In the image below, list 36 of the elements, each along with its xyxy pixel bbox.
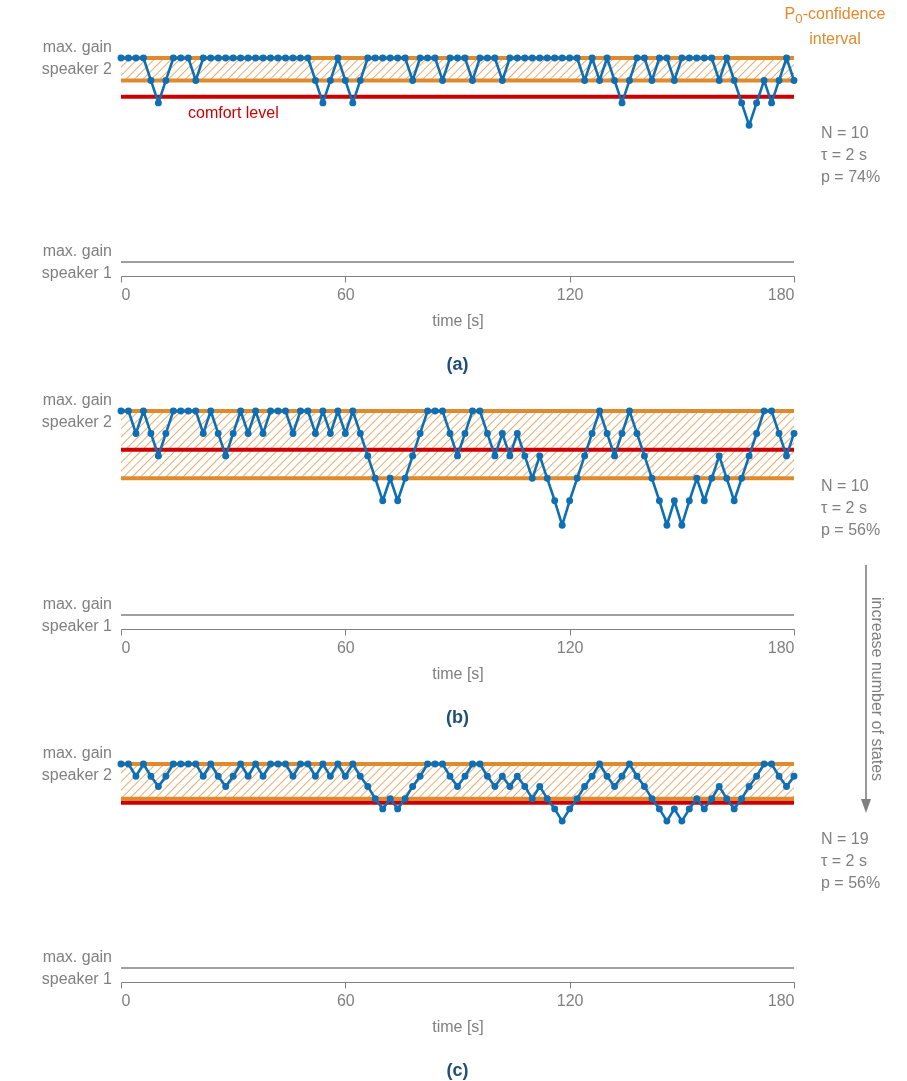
text: p = 74% bbox=[821, 168, 881, 185]
ref-line-label: comfort level bbox=[188, 103, 279, 121]
band-label: P$_{0}$-confidence interval bbox=[783, 4, 887, 50]
text: p = 56% bbox=[821, 874, 881, 891]
text: max. gain speaker 1 bbox=[41, 242, 113, 281]
x-tick-label: 60 bbox=[336, 638, 355, 656]
text: max. gain speaker 2 bbox=[41, 391, 113, 430]
text: (b) bbox=[446, 707, 469, 727]
text: N = 10 bbox=[821, 124, 869, 141]
x-tick-label: 180 bbox=[767, 285, 795, 303]
x-tick-label: 120 bbox=[556, 638, 584, 656]
x-tick-label: 60 bbox=[336, 285, 355, 303]
text: τ = 2 s bbox=[821, 146, 867, 163]
text: max. gain speaker 1 bbox=[41, 948, 113, 987]
x-tick-label: 60 bbox=[336, 991, 355, 1009]
text: (c) bbox=[446, 1060, 469, 1080]
x-tick-label: 120 bbox=[556, 991, 584, 1009]
x-tick-label: 0 bbox=[121, 638, 131, 656]
text: (a) bbox=[446, 354, 469, 374]
text: τ = 2 s bbox=[821, 852, 867, 869]
x-tick-label: 0 bbox=[121, 285, 131, 303]
x-tick-label: 180 bbox=[767, 638, 795, 656]
text: N = 19 bbox=[821, 830, 869, 847]
x-axis-title: time [s] bbox=[432, 664, 484, 682]
text: max. gain speaker 1 bbox=[41, 595, 113, 634]
text: max. gain speaker 2 bbox=[41, 38, 113, 77]
x-tick-label: 0 bbox=[121, 991, 131, 1009]
text: τ = 2 s bbox=[821, 499, 867, 516]
text: increase number of states bbox=[868, 595, 886, 784]
text: N = 10 bbox=[821, 477, 869, 494]
x-axis-title: time [s] bbox=[432, 311, 484, 329]
x-axis-title: time [s] bbox=[432, 1017, 484, 1035]
x-tick-label: 120 bbox=[556, 285, 584, 303]
text: max. gain speaker 2 bbox=[41, 744, 113, 783]
text: p = 56% bbox=[821, 521, 881, 538]
x-tick-label: 180 bbox=[767, 991, 795, 1009]
